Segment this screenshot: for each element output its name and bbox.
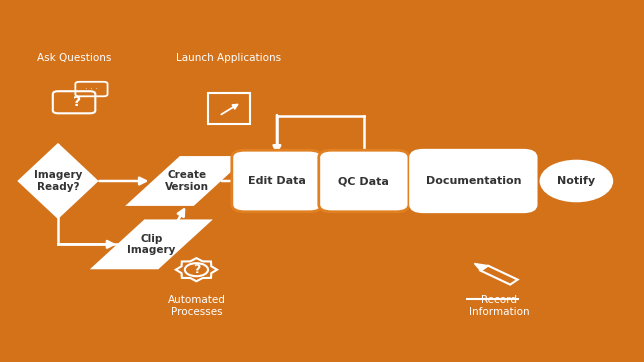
Text: Launch Applications: Launch Applications	[176, 53, 281, 63]
Text: ?: ?	[193, 263, 200, 276]
Polygon shape	[129, 157, 245, 205]
Text: ?: ?	[73, 95, 81, 109]
Circle shape	[541, 161, 612, 201]
FancyBboxPatch shape	[319, 150, 409, 212]
Text: Imagery
Ready?: Imagery Ready?	[33, 170, 82, 192]
FancyBboxPatch shape	[232, 150, 322, 212]
Text: Documentation: Documentation	[426, 176, 521, 186]
Circle shape	[185, 263, 208, 276]
Text: Record
Information: Record Information	[469, 295, 529, 317]
FancyBboxPatch shape	[410, 150, 536, 212]
Polygon shape	[19, 145, 97, 217]
Text: Notify: Notify	[557, 176, 596, 186]
Text: Edit Data: Edit Data	[248, 176, 306, 186]
Polygon shape	[93, 221, 209, 268]
Text: Clip
Imagery: Clip Imagery	[127, 233, 176, 255]
Text: Create
Version: Create Version	[165, 170, 209, 192]
Text: Automated
Processes: Automated Processes	[167, 295, 225, 317]
Polygon shape	[475, 264, 488, 271]
Text: Ask Questions: Ask Questions	[37, 53, 111, 63]
Text: · · ·: · · ·	[85, 85, 98, 93]
Text: QC Data: QC Data	[339, 176, 389, 186]
